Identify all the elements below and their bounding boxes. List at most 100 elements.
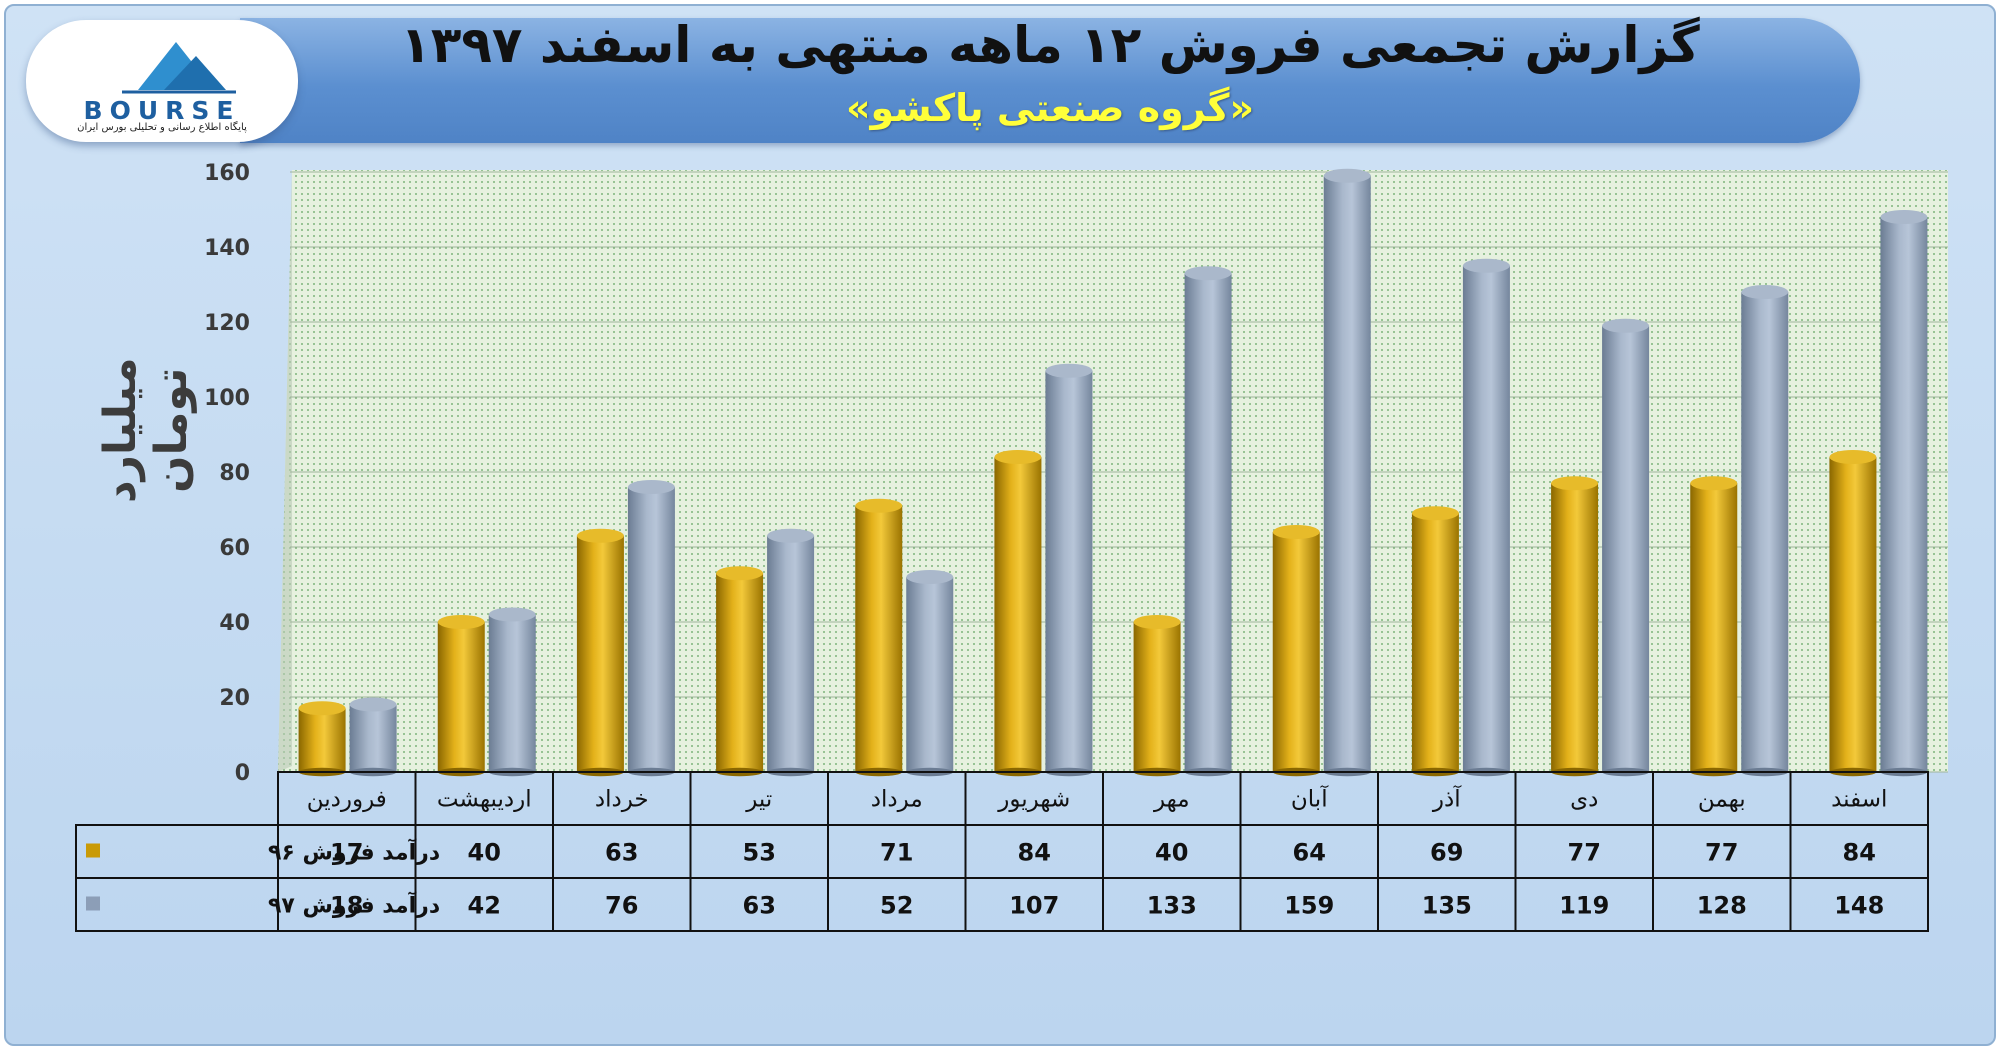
bar-top bbox=[1045, 363, 1093, 378]
bar-body bbox=[1184, 273, 1232, 772]
chart-title: گزارش تجمعی فروش ۱۲ ماهه منتهی به اسفند … bbox=[400, 16, 1700, 74]
x-tick-label: آذر bbox=[1432, 785, 1462, 813]
data-label: 18 bbox=[330, 892, 363, 920]
y-axis-ticks: 0 20 40 60 80 100 120 140 160 bbox=[204, 161, 250, 786]
y-tick-label: 40 bbox=[219, 611, 250, 636]
bar-top bbox=[855, 498, 903, 513]
x-tick-label: اسفند bbox=[1831, 787, 1887, 813]
bar-series-96 bbox=[1133, 615, 1181, 777]
bar-top bbox=[1323, 168, 1371, 183]
bar-body bbox=[994, 457, 1042, 772]
logo-text: BOURSE bbox=[83, 96, 241, 125]
bar-series-97 bbox=[1462, 258, 1510, 777]
bar-top bbox=[716, 566, 764, 581]
bar-body bbox=[767, 535, 815, 772]
bar-series-96 bbox=[855, 498, 903, 777]
bar-top bbox=[1741, 285, 1789, 299]
bar-body bbox=[627, 487, 675, 772]
bar-body bbox=[1690, 483, 1738, 772]
data-label: 84 bbox=[1018, 839, 1051, 867]
data-label: 77 bbox=[1568, 839, 1601, 867]
bar-top bbox=[437, 615, 485, 629]
bar-top bbox=[1690, 476, 1738, 491]
bar-body bbox=[716, 573, 764, 772]
x-tick-label: آبان bbox=[1291, 785, 1329, 813]
bar-series-97 bbox=[767, 528, 815, 777]
bar-body bbox=[1133, 622, 1181, 772]
y-tick-label: 120 bbox=[204, 311, 250, 336]
bar-series-96 bbox=[576, 528, 624, 777]
data-label: 133 bbox=[1147, 892, 1197, 920]
bar-top bbox=[1829, 450, 1877, 464]
bar-body bbox=[1272, 532, 1320, 772]
bar-top bbox=[627, 480, 675, 494]
bar-body bbox=[488, 614, 536, 772]
logo-mark-icon bbox=[122, 42, 236, 94]
bar-body bbox=[1829, 457, 1877, 772]
bar-top bbox=[1880, 210, 1928, 224]
bar-body bbox=[1323, 175, 1371, 772]
bars bbox=[298, 168, 1928, 777]
bar-series-96 bbox=[1551, 476, 1599, 777]
data-label: 63 bbox=[743, 892, 776, 920]
data-label: 77 bbox=[1705, 839, 1738, 867]
bar-series-96 bbox=[437, 615, 485, 777]
bar-body bbox=[576, 535, 624, 772]
x-tick-label: بهمن bbox=[1698, 787, 1746, 813]
y-tick-label: 0 bbox=[235, 761, 250, 786]
x-tick-label: اردیبهشت bbox=[437, 787, 532, 813]
data-label: 52 bbox=[880, 892, 913, 920]
chart-subtitle: «گروه صنعتی پاکشو» bbox=[845, 86, 1255, 130]
y-tick-label: 100 bbox=[204, 386, 250, 411]
bar-top bbox=[906, 570, 954, 584]
bar-top bbox=[1551, 476, 1599, 491]
data-label: 76 bbox=[605, 892, 638, 920]
x-tick-label: مهر bbox=[1153, 787, 1190, 813]
bar-body bbox=[1602, 325, 1650, 772]
bar-series-96 bbox=[994, 450, 1042, 777]
bar-top bbox=[1272, 525, 1320, 539]
title-banner bbox=[240, 18, 1860, 143]
bar-series-96 bbox=[1829, 450, 1877, 777]
data-label: 42 bbox=[468, 892, 501, 920]
bar-top bbox=[576, 528, 624, 543]
bar-top bbox=[1602, 318, 1650, 333]
x-tick-label: مرداد bbox=[871, 787, 923, 813]
bar-series-96 bbox=[298, 701, 346, 777]
bar-body bbox=[437, 622, 485, 772]
data-label: 69 bbox=[1430, 839, 1463, 867]
data-label: 71 bbox=[880, 839, 913, 867]
bar-series-97 bbox=[1602, 318, 1650, 777]
data-label: 64 bbox=[1293, 839, 1326, 867]
data-label: 128 bbox=[1697, 892, 1747, 920]
bourse-logo: BOURSE پایگاه اطلاع رسانی و تحلیلی بورس … bbox=[26, 20, 298, 142]
bar-body bbox=[906, 577, 954, 772]
bar-body bbox=[349, 704, 397, 772]
bar-series-96 bbox=[1272, 525, 1320, 777]
data-label: 40 bbox=[468, 839, 501, 867]
data-label: 148 bbox=[1834, 892, 1884, 920]
bar-series-97 bbox=[349, 697, 397, 777]
x-tick-label: فروردین bbox=[307, 787, 387, 813]
bar-body bbox=[1880, 217, 1928, 772]
bar-top bbox=[994, 450, 1042, 464]
data-label: 135 bbox=[1422, 892, 1472, 920]
plot-side-wall bbox=[278, 170, 292, 772]
data-label: 107 bbox=[1009, 892, 1059, 920]
x-tick-label: شهریور bbox=[997, 787, 1070, 813]
legend-label: درآمد فروش ۹۷ bbox=[268, 891, 440, 919]
bar-top bbox=[767, 528, 815, 543]
bar-body bbox=[855, 505, 903, 772]
y-tick-label: 20 bbox=[219, 686, 250, 711]
bar-series-97 bbox=[1045, 363, 1093, 777]
y-tick-label: 80 bbox=[219, 461, 250, 486]
bar-body bbox=[1462, 265, 1510, 772]
data-label: 119 bbox=[1559, 892, 1609, 920]
bar-series-97 bbox=[1184, 266, 1232, 777]
bar-series-97 bbox=[1741, 285, 1789, 777]
legend-label: درآمد فروش ۹۶ bbox=[268, 838, 440, 866]
y-tick-label: 160 bbox=[204, 161, 250, 186]
legend-swatch bbox=[86, 843, 100, 858]
bar-series-97 bbox=[488, 607, 536, 777]
data-table: فروردین 17 18 اردیبهشت 40 42 خرداد 63 76 تیر 53 63 م… bbox=[75, 771, 1929, 932]
